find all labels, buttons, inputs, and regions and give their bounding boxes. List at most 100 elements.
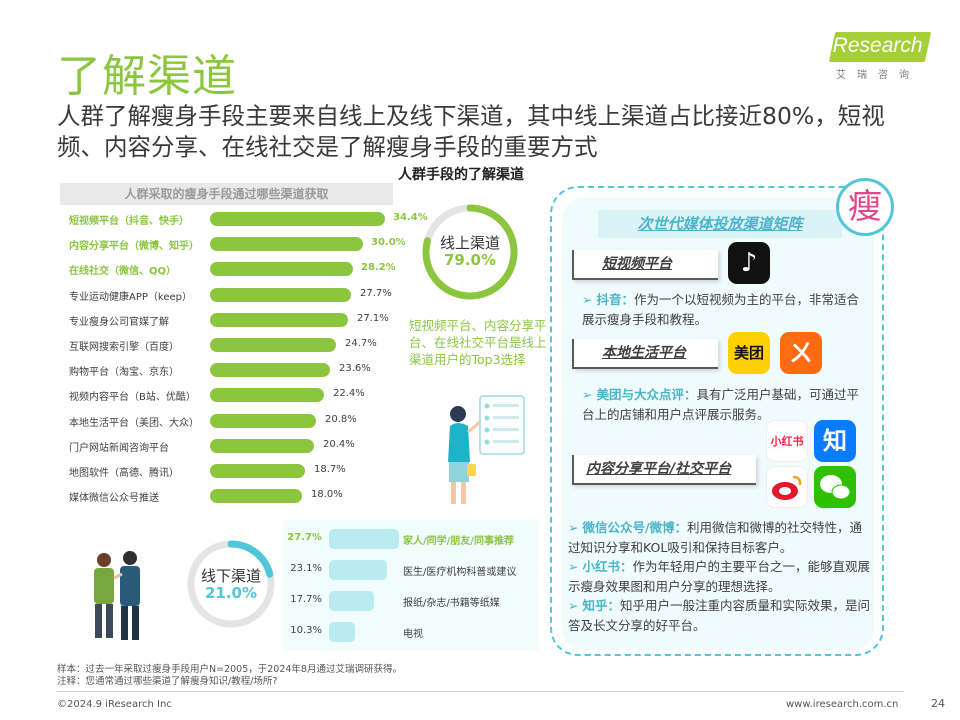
page-number: 24 bbox=[931, 697, 945, 710]
businesspeople-illustration bbox=[94, 551, 140, 640]
bar bbox=[210, 287, 351, 302]
online-chart-title: 人群采取的瘦身手段通过哪些渠道获取 bbox=[60, 183, 393, 205]
offline-pct: 21.0% bbox=[204, 584, 258, 602]
bar-category-label: 专业瘦身公司官媒了解 bbox=[69, 316, 169, 328]
page-subtitle: 人群了解瘦身手段主要来自线上及线下渠道，其中线上渠道占比接近80%，短视频、内容… bbox=[57, 102, 885, 161]
iresearch-logo: iResearch 艾瑞咨询 bbox=[828, 32, 932, 81]
arrow-bullet-icon: ➢ bbox=[568, 598, 579, 613]
channel-local-life: 本地生活平台 bbox=[572, 339, 718, 369]
channel-short-video: 短视频平台 bbox=[572, 250, 718, 280]
media-matrix-title: 次世代媒体投放渠道矩阵 bbox=[598, 210, 842, 238]
weibo-glyph bbox=[772, 475, 802, 500]
page-title: 了解渠道 bbox=[57, 51, 237, 102]
offline-bar-row: 23.1% 医生/医疗机构科普或建议 bbox=[283, 560, 548, 582]
footnote: 样本：过去一年采取过瘦身手段用户N=2005，于2024年8月通过艾瑞调研获得。… bbox=[57, 664, 402, 688]
offline-label: 线下渠道 bbox=[200, 567, 261, 585]
online-ring: 线上渠道 79.0% bbox=[417, 199, 523, 305]
desc-meituan: ➢ 美团与大众点评：具有广泛用户基础，可通过平台上的店铺和用户点评展示服务。 bbox=[582, 387, 859, 422]
offline-bar bbox=[329, 622, 355, 642]
wechat-glyph bbox=[820, 475, 851, 500]
offline-bar-row: 17.7% 报纸/杂志/书籍等纸媒 bbox=[283, 591, 548, 613]
website-url: www.iresearch.com.cn bbox=[786, 699, 899, 710]
bar-row: 门户网站新闻咨询平台 20.4% bbox=[60, 434, 395, 459]
bar-row: 地图软件（高德、腾讯） 18.7% bbox=[60, 459, 395, 484]
bar bbox=[210, 312, 348, 327]
online-ring-svg bbox=[422, 204, 518, 300]
offline-bar-label: 医生/医疗机构科普或建议 bbox=[403, 567, 517, 578]
dianping-app-icon: ㄨ bbox=[780, 332, 822, 374]
bar-category-label: 在线社交（微信、QQ） bbox=[69, 266, 177, 278]
center-title: 人群手段的了解渠道 bbox=[398, 167, 524, 183]
bar-value-label: 27.7% bbox=[360, 287, 392, 299]
online-top3-note: 短视频平台、内容分享平台、在线社交平台是线上渠道用户的Top3选择 bbox=[409, 318, 547, 367]
footnote-sample: 样本：过去一年采取过瘦身手段用户N=2005，于2024年8月通过艾瑞调研获得。 bbox=[57, 664, 402, 675]
desc-douyin: ➢ 抖音：作为一个以短视频为主的平台，非常适合展示瘦身手段和教程。 bbox=[582, 292, 859, 327]
arrow-bullet-icon: ➢ bbox=[582, 387, 593, 402]
bar bbox=[210, 388, 324, 403]
arrow-bullet-icon: ➢ bbox=[582, 292, 593, 307]
weibo-app-icon bbox=[766, 466, 808, 508]
bar-value-label: 20.4% bbox=[323, 438, 355, 450]
bar bbox=[210, 237, 363, 252]
bar-value-label: 18.0% bbox=[311, 489, 343, 501]
bar bbox=[210, 363, 330, 378]
bar-category-label: 内容分享平台（微博、知乎） bbox=[69, 241, 199, 253]
bar-value-label: 22.4% bbox=[333, 388, 365, 400]
desc-xiaohongshu: ➢ 小红书：作为年轻用户的主要平台之一，能够直观展示瘦身效果图和用户分享的理想选… bbox=[568, 559, 870, 594]
offline-bar-value: 17.7% bbox=[290, 594, 322, 605]
logo-text: iResearch bbox=[828, 34, 923, 57]
douyin-app-icon: ♪ bbox=[728, 242, 770, 284]
offline-bar-label: 家人/同学/朋友/同事推荐 bbox=[403, 536, 514, 547]
offline-bar bbox=[329, 529, 399, 549]
bar-row: 互联网搜索引擎（百度） 24.7% bbox=[60, 333, 395, 358]
bar-row: 专业运动健康APP（keep） 27.7% bbox=[60, 283, 395, 308]
online-label: 线上渠道 bbox=[439, 234, 500, 252]
offline-chart-panel bbox=[283, 520, 539, 651]
bar bbox=[210, 489, 302, 504]
bar-category-label: 本地生活平台（美团、大众） bbox=[69, 417, 199, 429]
bar-value-label: 18.7% bbox=[314, 464, 346, 475]
wechat-app-icon bbox=[814, 466, 856, 508]
offline-bar-row: 27.7% 家人/同学/朋友/同事推荐 bbox=[283, 529, 548, 551]
bar-category-label: 短视频平台（抖音、快手） bbox=[69, 216, 189, 227]
bar bbox=[210, 262, 353, 277]
desc-wechat-weibo: ➢ 微信公众号/微博：利用微信和微博的社交特性，通过知识分享和KOL吸引和保持目… bbox=[568, 520, 863, 555]
bar-row: 在线社交（微信、QQ） 28.2% bbox=[60, 257, 396, 282]
bar-category-label: 专业运动健康APP（keep） bbox=[69, 291, 192, 303]
online-pct: 79.0% bbox=[443, 251, 497, 269]
bar-category-label: 购物平台（淘宝、京东） bbox=[69, 367, 179, 379]
bar bbox=[210, 464, 305, 478]
bar bbox=[210, 212, 385, 226]
bar-value-label: 20.8% bbox=[325, 413, 357, 425]
bar-row: 短视频平台（抖音、快手） 34.4% bbox=[60, 207, 428, 232]
arrow-bullet-icon: ➢ bbox=[568, 520, 579, 535]
logo-cn: 艾瑞咨询 bbox=[836, 70, 920, 81]
bar-category-label: 互联网搜索引擎（百度） bbox=[69, 342, 179, 353]
copyright: ©2024.9 iResearch Inc bbox=[57, 699, 172, 710]
offline-ring: 线下渠道 21.0% bbox=[183, 536, 279, 632]
offline-bar-value: 23.1% bbox=[290, 563, 322, 574]
desc-zhihu: ➢ 知乎：知乎用户一般注重内容质量和实际效果，是问答及长文分享的好平台。 bbox=[568, 598, 870, 633]
offline-bar-value: 10.3% bbox=[290, 625, 322, 636]
bar-row: 视频内容平台（B站、优酷） 22.4% bbox=[60, 383, 395, 408]
slim-seal-icon: 瘦 bbox=[836, 178, 894, 236]
bar-value-label: 23.6% bbox=[339, 363, 371, 375]
bar bbox=[210, 438, 314, 453]
offline-ring-svg bbox=[187, 540, 275, 628]
footnote-note: 注释：您通常通过哪些渠道了解瘦身知识/教程/场所? bbox=[57, 676, 278, 687]
meituan-app-icon: 美团 bbox=[728, 332, 770, 374]
bar-category-label: 门户网站新闻咨询平台 bbox=[69, 442, 169, 454]
offline-bar-label: 电视 bbox=[403, 629, 423, 640]
bar-category-label: 媒体微信公众号推送 bbox=[69, 493, 159, 505]
bar-row: 媒体微信公众号推送 18.0% bbox=[60, 484, 395, 509]
bar-value-label: 30.0% bbox=[371, 237, 406, 249]
bar-value-label: 24.7% bbox=[345, 338, 377, 349]
offline-bar bbox=[329, 560, 387, 580]
xiaohongshu-app-icon: 小红书 bbox=[766, 420, 808, 462]
bar-row: 专业瘦身公司官媒了解 27.1% bbox=[60, 308, 395, 333]
bar-value-label: 27.1% bbox=[357, 312, 389, 324]
online-ring-arc bbox=[422, 204, 518, 300]
bar bbox=[210, 338, 336, 352]
bar-row: 内容分享平台（微博、知乎） 30.0% bbox=[60, 232, 406, 257]
footer-divider bbox=[57, 691, 904, 692]
